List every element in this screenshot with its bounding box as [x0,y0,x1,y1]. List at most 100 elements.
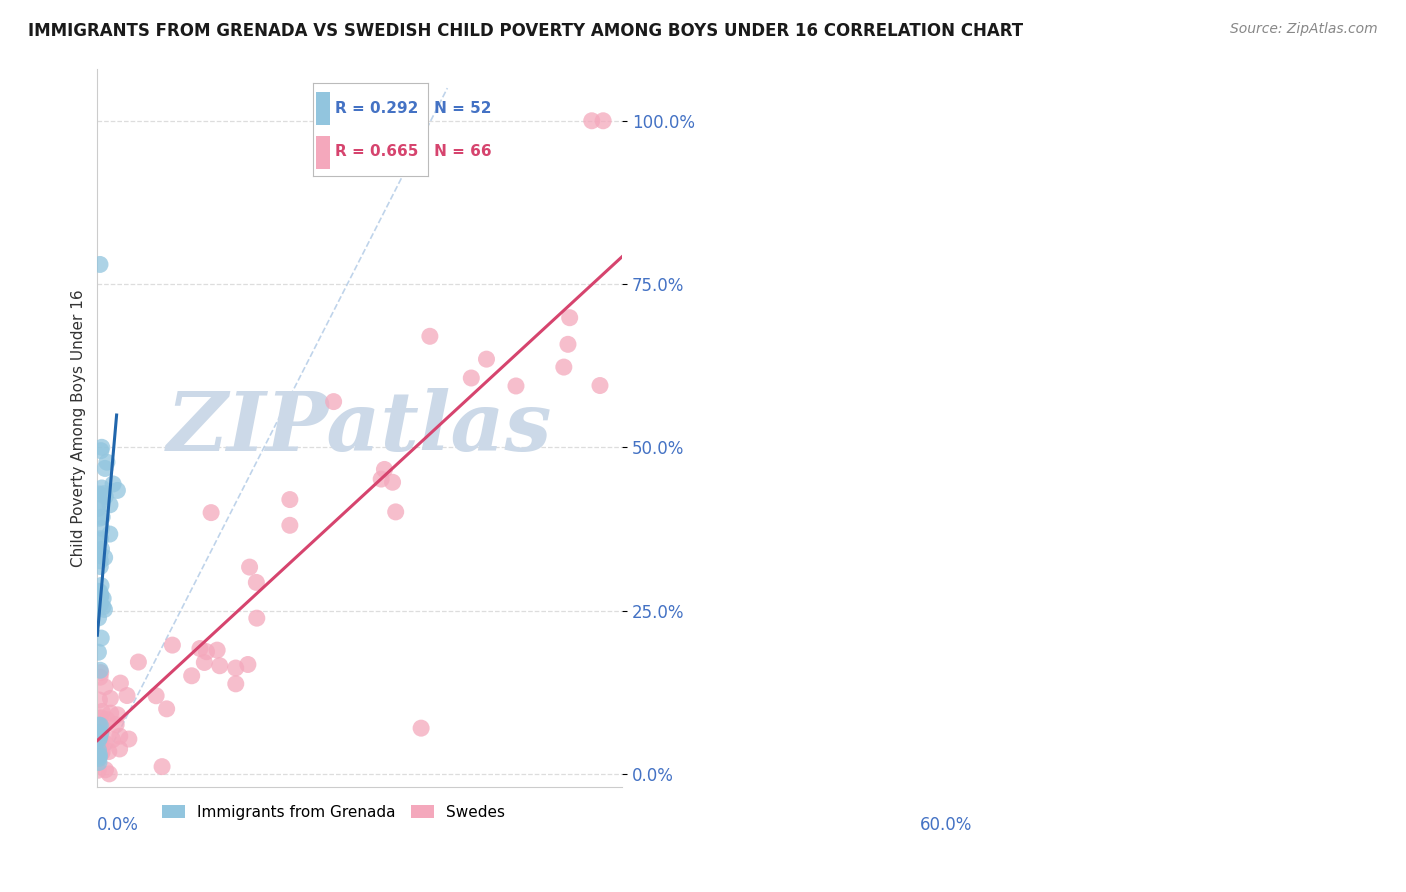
Point [108,729,131,743]
Point [90,578,112,592]
Point [89,559,111,574]
Point [94,490,117,504]
Point [87,718,110,732]
Point [115,689,138,703]
Point [89,747,111,762]
Point [90,631,112,645]
Point [90,734,112,748]
Point [93,550,115,565]
Point [91,599,114,614]
Point [322,394,344,409]
Point [90,443,112,458]
Point [89,749,111,764]
Point [89,718,111,732]
Point [589,378,612,392]
Text: 0.0%: 0.0% [97,815,139,834]
Point [127,655,149,669]
Point [373,462,395,476]
Point [90,521,112,535]
Point [89,511,111,525]
Point [96,713,118,727]
Point [145,689,167,703]
Point [90,711,112,725]
Point [419,329,441,343]
Point [94,680,117,694]
Point [557,337,579,351]
Point [101,732,124,747]
Point [97,745,120,759]
Point [87,711,110,725]
Point [475,352,498,367]
Point [89,663,111,677]
Point [87,739,110,753]
Point [98,498,121,512]
Text: Source: ZipAtlas.com: Source: ZipAtlas.com [1230,22,1378,37]
Point [94,763,117,777]
Point [108,742,131,756]
Point [89,732,111,747]
Point [150,759,173,773]
Point [90,532,112,546]
Legend: Immigrants from Grenada, Swedes: Immigrants from Grenada, Swedes [156,798,512,826]
Point [87,751,110,765]
Point [505,379,527,393]
Point [381,475,404,490]
Text: IMMIGRANTS FROM GRENADA VS SWEDISH CHILD POVERTY AMONG BOYS UNDER 16 CORRELATION: IMMIGRANTS FROM GRENADA VS SWEDISH CHILD… [28,22,1024,40]
Point [101,477,124,491]
Point [110,676,132,690]
Point [246,611,269,625]
Point [89,549,111,563]
Point [553,360,575,375]
Point [89,598,111,612]
Point [91,721,114,735]
Point [156,702,179,716]
Point [91,591,114,606]
Point [96,455,118,469]
Point [581,113,603,128]
Point [87,743,110,757]
Point [411,721,433,735]
Y-axis label: Child Poverty Among Boys Under 16: Child Poverty Among Boys Under 16 [72,289,86,566]
Point [89,554,111,568]
Point [105,483,128,498]
Point [100,691,122,706]
Point [90,590,112,604]
Point [558,310,581,325]
Point [87,729,110,743]
Point [87,645,110,659]
Point [90,542,112,557]
Point [91,705,114,719]
Point [107,707,129,722]
Point [195,645,218,659]
Point [225,661,247,675]
Text: 60.0%: 60.0% [920,815,973,834]
Point [162,638,184,652]
Point [87,487,110,501]
Point [87,726,110,740]
Point [188,641,211,656]
Point [91,510,114,524]
Point [89,588,111,602]
Point [98,527,121,541]
Point [90,747,112,761]
Point [89,731,111,745]
Point [98,767,121,781]
Point [193,656,215,670]
Point [94,461,117,475]
Point [87,547,110,561]
Point [90,665,112,680]
Point [245,575,267,590]
Text: ZIPatlas: ZIPatlas [167,388,553,467]
Point [384,505,406,519]
Point [370,472,392,486]
Point [278,518,301,533]
Point [87,756,110,770]
Point [200,506,222,520]
Point [118,732,141,747]
Point [225,677,247,691]
Point [90,481,112,495]
Point [87,611,110,625]
Point [89,584,111,599]
Point [90,440,112,454]
Point [236,657,259,672]
